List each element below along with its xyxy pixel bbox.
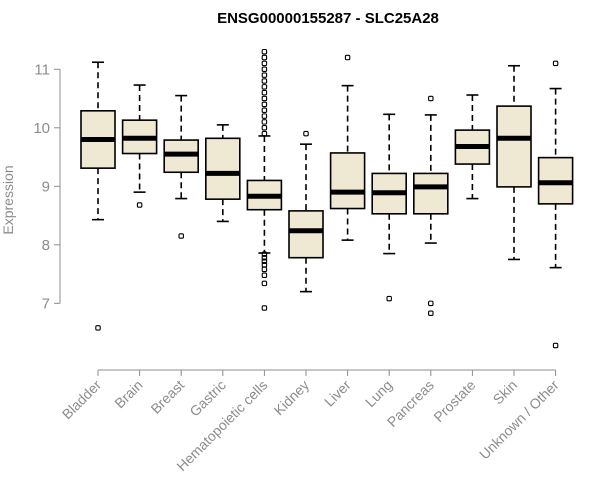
x-tick-label: Liver xyxy=(321,377,354,410)
outlier-point xyxy=(261,66,268,73)
box-skin xyxy=(496,64,532,261)
box-prostate xyxy=(454,94,491,200)
outlier-point xyxy=(261,54,268,61)
x-tick-label: Lung xyxy=(362,377,395,410)
box-brain xyxy=(121,84,158,208)
outlier-point xyxy=(261,261,268,268)
x-tick-label: Unknown / Other xyxy=(476,377,562,463)
y-tick-label: 10 xyxy=(33,120,50,137)
outlier-point xyxy=(261,48,268,55)
outlier-point xyxy=(261,107,268,113)
outlier-point xyxy=(261,258,268,264)
outlier-point xyxy=(261,254,268,261)
outlier-point xyxy=(428,300,434,307)
outlier-point xyxy=(95,325,101,331)
y-tick-label: 8 xyxy=(42,237,50,254)
outlier-point xyxy=(261,89,268,96)
boxes xyxy=(80,48,574,349)
x-tick-label: Bladder xyxy=(59,377,105,423)
chart-title: ENSG00000155287 - SLC25A28 xyxy=(217,10,439,27)
box-breast xyxy=(163,94,199,239)
outlier-point xyxy=(261,266,268,273)
outlier-point xyxy=(344,54,351,61)
box-kidney xyxy=(288,130,324,293)
iqr-box xyxy=(496,105,532,188)
outlier-point xyxy=(386,295,392,302)
y-axis-label: Expression xyxy=(0,165,16,234)
outlier-point xyxy=(261,251,268,257)
box-unknown-other xyxy=(537,60,574,349)
x-tick-label: Kidney xyxy=(271,377,313,419)
y-tick-label: 9 xyxy=(42,178,50,195)
box-liver xyxy=(329,54,366,241)
x-tick-label: Brain xyxy=(111,377,145,411)
outlier-point xyxy=(552,342,559,349)
outlier-point xyxy=(178,233,184,239)
outlier-point xyxy=(261,119,268,125)
outlier-point xyxy=(261,95,268,102)
x-tick-label: Skin xyxy=(490,377,521,408)
box-gastric xyxy=(205,124,241,223)
outlier-point xyxy=(261,280,268,287)
outlier-point xyxy=(261,130,268,137)
outlier-point xyxy=(303,130,309,137)
outlier-point xyxy=(428,310,434,317)
outlier-point xyxy=(261,272,268,278)
x-tick-label: Prostate xyxy=(430,377,478,425)
outlier-point xyxy=(261,72,268,78)
y-tick-label: 7 xyxy=(42,295,50,312)
outlier-point xyxy=(261,113,268,119)
box-hematopoietic-cells xyxy=(246,48,283,311)
iqr-box xyxy=(288,210,324,259)
outlier-point xyxy=(261,125,268,131)
outlier-point xyxy=(261,60,268,67)
iqr-box xyxy=(412,172,449,215)
box-lung xyxy=(371,113,408,302)
iqr-box xyxy=(205,137,241,200)
outlier-point xyxy=(261,78,268,84)
outlier-point xyxy=(261,84,268,90)
outlier-point xyxy=(552,60,559,67)
outlier-point xyxy=(428,95,434,102)
outlier-point xyxy=(261,305,268,311)
box-pancreas xyxy=(412,95,449,317)
iqr-box xyxy=(329,152,366,210)
y-axis: 7 8 9 10 11 xyxy=(33,61,61,312)
box-bladder xyxy=(80,61,116,331)
outlier-point xyxy=(136,202,143,208)
outlier-point xyxy=(261,101,268,108)
x-tick-label: Breast xyxy=(147,377,187,417)
y-tick-label: 11 xyxy=(34,61,50,78)
